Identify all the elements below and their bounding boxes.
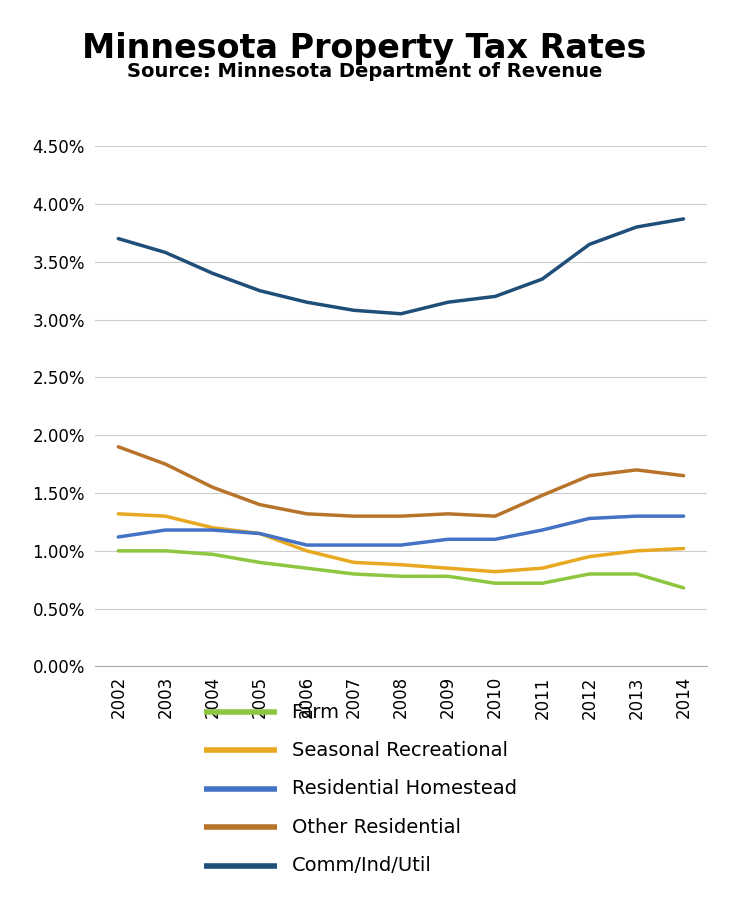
Seasonal Recreational (491, 566, 499, 577)
Farm (538, 578, 547, 589)
Other Residential (491, 510, 499, 521)
Seasonal Recreational (208, 522, 217, 533)
Text: Farm: Farm (292, 703, 340, 721)
Seasonal Recreational (114, 509, 122, 519)
Other Residential (255, 499, 264, 510)
Seasonal Recreational (303, 545, 311, 556)
Text: Comm/Ind/Util: Comm/Ind/Util (292, 856, 432, 875)
Line: Other Residential: Other Residential (118, 446, 684, 516)
Comm/Ind/Util (303, 297, 311, 308)
Residential Homestead (538, 525, 547, 536)
Comm/Ind/Util (444, 297, 453, 308)
Residential Homestead (114, 531, 122, 542)
Seasonal Recreational (585, 551, 593, 562)
Residential Homestead (491, 534, 499, 545)
Comm/Ind/Util (491, 291, 499, 302)
Residential Homestead (444, 534, 453, 545)
Seasonal Recreational (444, 562, 453, 573)
Farm (397, 571, 405, 582)
Farm (349, 569, 358, 580)
Farm (114, 545, 122, 556)
Seasonal Recreational (632, 545, 641, 556)
Comm/Ind/Util (114, 233, 122, 244)
Other Residential (349, 510, 358, 521)
Farm (585, 569, 593, 580)
Other Residential (632, 465, 641, 476)
Residential Homestead (679, 510, 688, 521)
Other Residential (161, 458, 170, 469)
Other Residential (208, 482, 217, 493)
Residential Homestead (585, 513, 593, 524)
Farm (444, 571, 453, 582)
Other Residential (303, 509, 311, 519)
Comm/Ind/Util (632, 222, 641, 233)
Comm/Ind/Util (255, 285, 264, 296)
Text: Seasonal Recreational: Seasonal Recreational (292, 741, 507, 760)
Line: Farm: Farm (118, 551, 684, 588)
Text: Other Residential: Other Residential (292, 818, 461, 836)
Farm (303, 562, 311, 573)
Seasonal Recreational (679, 543, 688, 554)
Comm/Ind/Util (208, 268, 217, 278)
Residential Homestead (255, 528, 264, 539)
Comm/Ind/Util (679, 214, 688, 225)
Comm/Ind/Util (161, 247, 170, 258)
Line: Seasonal Recreational: Seasonal Recreational (118, 514, 684, 572)
Other Residential (397, 510, 405, 521)
Residential Homestead (632, 510, 641, 521)
Residential Homestead (303, 540, 311, 551)
Seasonal Recreational (161, 510, 170, 521)
Farm (679, 582, 688, 593)
Farm (161, 545, 170, 556)
Text: Source: Minnesota Department of Revenue: Source: Minnesota Department of Revenue (127, 62, 602, 81)
Seasonal Recreational (397, 560, 405, 571)
Seasonal Recreational (538, 562, 547, 573)
Comm/Ind/Util (397, 309, 405, 320)
Text: Residential Homestead: Residential Homestead (292, 780, 517, 798)
Seasonal Recreational (349, 557, 358, 568)
Comm/Ind/Util (538, 274, 547, 285)
Comm/Ind/Util (585, 239, 593, 250)
Farm (491, 578, 499, 589)
Other Residential (444, 509, 453, 519)
Line: Comm/Ind/Util: Comm/Ind/Util (118, 219, 684, 314)
Other Residential (679, 470, 688, 481)
Seasonal Recreational (255, 528, 264, 539)
Farm (208, 549, 217, 560)
Farm (255, 557, 264, 568)
Residential Homestead (349, 540, 358, 551)
Other Residential (538, 490, 547, 501)
Line: Residential Homestead: Residential Homestead (118, 516, 684, 545)
Other Residential (114, 441, 122, 452)
Residential Homestead (161, 525, 170, 536)
Residential Homestead (397, 540, 405, 551)
Farm (632, 569, 641, 580)
Comm/Ind/Util (349, 305, 358, 316)
Residential Homestead (208, 525, 217, 536)
Other Residential (585, 470, 593, 481)
Text: Minnesota Property Tax Rates: Minnesota Property Tax Rates (82, 32, 647, 65)
